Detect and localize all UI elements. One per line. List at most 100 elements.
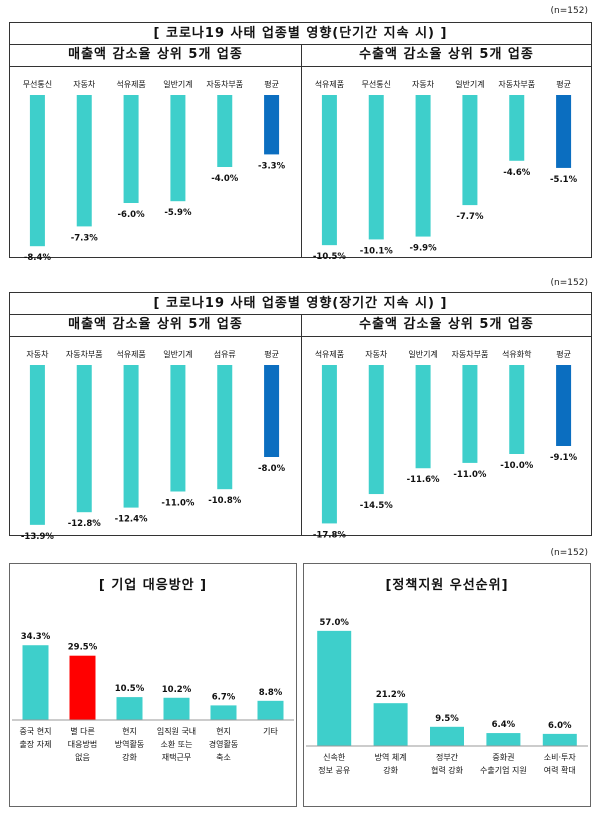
- bar: [542, 733, 577, 746]
- bar: [170, 95, 186, 202]
- category-label: 자동차부품: [498, 80, 535, 89]
- category-label: 현지: [122, 727, 137, 736]
- bar: [69, 655, 96, 720]
- category-label: 자동차: [365, 350, 388, 359]
- category-label: 석유제품: [116, 79, 145, 89]
- value-label: -10.8%: [208, 496, 241, 506]
- category-label: 석유제품: [315, 79, 344, 89]
- category-label: 자동차: [412, 80, 435, 89]
- value-label: 29.5%: [68, 643, 98, 653]
- value-label: -11.0%: [453, 470, 486, 480]
- bar-chart-svg: 자동차 -13.9% 자동차부품 -12.8% 석유제품 -12.4% 일반기계 -11.0%…: [21, 349, 286, 542]
- bar: [321, 95, 337, 246]
- bar: [217, 365, 233, 490]
- bar: [486, 733, 521, 746]
- category-label: 별 다른: [70, 726, 95, 736]
- value-label: -10.5%: [313, 252, 346, 262]
- divider: [301, 44, 302, 257]
- divider: [301, 314, 302, 535]
- bar: [163, 697, 190, 720]
- value-label: -9.9%: [410, 244, 438, 254]
- bar: [29, 365, 45, 525]
- category-label: 없음: [75, 753, 90, 762]
- sample-size-label-2: (n=152): [550, 278, 588, 288]
- category-label: 여력 확대: [544, 765, 576, 775]
- bar: [509, 95, 525, 161]
- category-label: 축소: [216, 753, 231, 762]
- bar: [509, 365, 525, 454]
- category-label: 소비·투자: [544, 753, 577, 762]
- category-label: 석유제품: [116, 349, 145, 359]
- bar: [462, 95, 478, 206]
- chart-title: 수출액 감소율 상위 5개 업종: [302, 314, 591, 337]
- bar: [76, 95, 92, 227]
- value-label: -10.0%: [500, 461, 533, 471]
- value-label: -4.6%: [503, 168, 531, 178]
- policy-priority-chart: [정책지원 우선순위] 57.0% 신속한 정보 공유 21.2% 방역 체계 강화 9.5…: [303, 563, 591, 807]
- bar: [462, 365, 478, 463]
- value-label: -11.0%: [161, 499, 194, 509]
- value-label: -9.1%: [550, 453, 578, 463]
- category-label: 강화: [122, 752, 137, 762]
- bar: [29, 95, 45, 247]
- category-label: 평균: [264, 349, 279, 359]
- bar: [430, 726, 464, 746]
- category-label: 일반기계: [455, 79, 484, 89]
- bar: [321, 365, 337, 524]
- value-label: -13.9%: [21, 532, 54, 542]
- sample-size-label-3: (n=152): [550, 548, 588, 558]
- value-label: -8.0%: [258, 464, 286, 474]
- category-label: 섬유류: [214, 349, 236, 359]
- bar: [210, 705, 237, 720]
- category-label: 일반기계: [163, 79, 192, 89]
- bar: [264, 95, 280, 155]
- bar: [123, 365, 139, 508]
- category-label: 방역 체계: [375, 752, 407, 762]
- chart-title: 매출액 감소율 상위 5개 업종: [10, 44, 301, 67]
- category-label: 일반기계: [163, 349, 192, 359]
- chart-title: [정책지원 우선순위]: [385, 578, 509, 593]
- category-label: 강화: [383, 765, 398, 775]
- chart-title: [ 기업 대응방안 ]: [98, 578, 208, 593]
- bar: [116, 697, 143, 720]
- value-label: -5.1%: [550, 175, 578, 185]
- long-term-impact-panel: [ 코로나19 사태 업종별 영향(장기간 지속 시) ] 매출액 감소율 상위…: [9, 292, 592, 542]
- category-label: 대응방법: [68, 739, 97, 749]
- category-label: 출장 자제: [20, 739, 52, 749]
- bar: [556, 95, 572, 168]
- value-label: 10.5%: [115, 684, 145, 694]
- bar: [368, 365, 384, 495]
- bar: [415, 365, 431, 469]
- bar: [373, 703, 408, 746]
- value-label: 6.0%: [548, 721, 572, 731]
- bar: [123, 95, 139, 203]
- category-label: 석유제품: [315, 349, 344, 359]
- value-label: -7.3%: [71, 233, 99, 243]
- category-label: 정보 공유: [318, 765, 350, 775]
- value-label: -10.1%: [360, 246, 393, 256]
- category-label: 자동차부품: [452, 350, 489, 359]
- value-label: -12.8%: [68, 519, 101, 529]
- bar: [317, 630, 352, 746]
- category-label: 정부간: [436, 752, 459, 762]
- value-label: -5.9%: [164, 208, 192, 218]
- bar-chart-svg: 석유제품 -10.5% 무선통신 -10.1% 자동차 -9.9% 일반기계 -7.7% 자동차…: [313, 79, 578, 262]
- category-label: 기타: [263, 727, 278, 736]
- category-label: 소환 또는: [161, 739, 193, 749]
- value-label: 8.8%: [259, 688, 283, 698]
- category-label: 방역활동: [115, 739, 144, 749]
- value-label: 10.2%: [162, 685, 192, 695]
- value-label: -8.4%: [24, 253, 52, 263]
- value-label: -17.8%: [313, 530, 346, 540]
- category-label: 중화권: [492, 752, 514, 762]
- short-term-impact-panel: [ 코로나19 사태 업종별 영향(단기간 지속 시) ] 매출액 감소율 상위…: [9, 22, 592, 263]
- export-decline-chart: 수출액 감소율 상위 5개 업종 석유제품 -10.5% 무선통신 -10.1% 자동차…: [302, 44, 591, 262]
- sales-decline-chart: 매출액 감소율 상위 5개 업종 무선통신 -8.4% 자동차 -7.3% 석유제품 -6…: [10, 44, 301, 263]
- sample-size-label-1: (n=152): [550, 6, 588, 16]
- value-label: -14.5%: [360, 501, 393, 511]
- category-label: 재택근무: [162, 752, 191, 762]
- value-label: -11.6%: [407, 475, 440, 485]
- bar: [170, 365, 186, 492]
- bar: [257, 700, 284, 720]
